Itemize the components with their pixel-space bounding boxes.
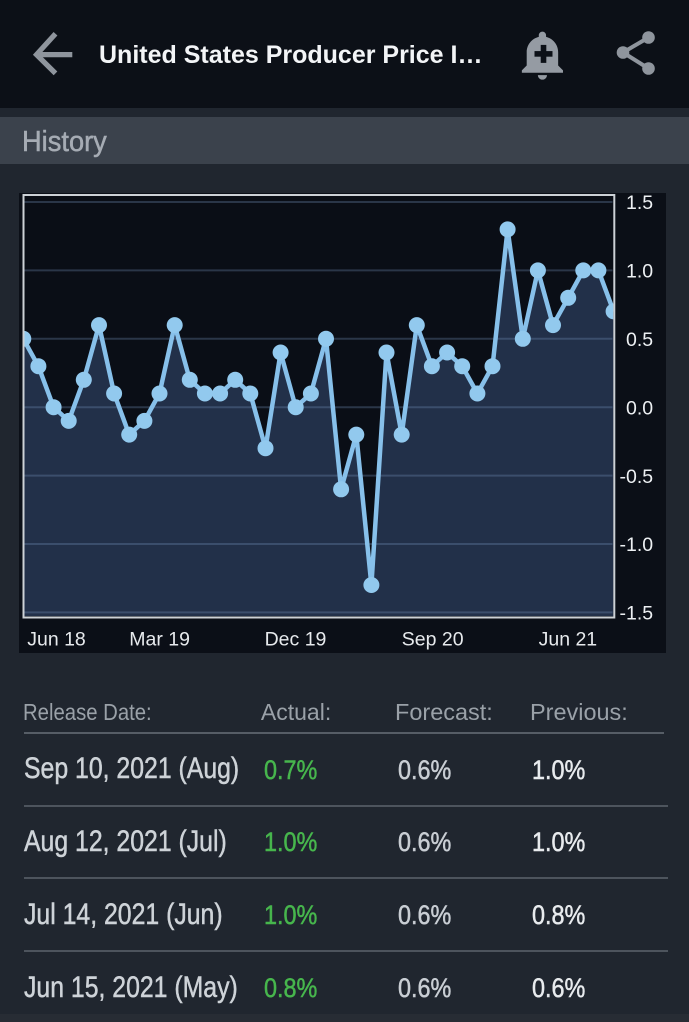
svg-text:Jun 18: Jun 18: [27, 629, 86, 651]
svg-text:Jun 21: Jun 21: [539, 629, 598, 651]
svg-text:Mar 19: Mar 19: [129, 629, 190, 651]
svg-text:-0.5: -0.5: [620, 466, 654, 488]
svg-text:-1.5: -1.5: [620, 603, 654, 625]
svg-text:0.0: 0.0: [626, 397, 653, 419]
svg-text:-1.0: -1.0: [620, 534, 654, 556]
svg-text:1.5: 1.5: [626, 193, 653, 214]
svg-text:0.5: 0.5: [626, 329, 653, 351]
svg-text:Sep 20: Sep 20: [402, 629, 464, 651]
svg-text:1.0: 1.0: [626, 261, 653, 283]
svg-text:Dec 19: Dec 19: [265, 629, 327, 651]
